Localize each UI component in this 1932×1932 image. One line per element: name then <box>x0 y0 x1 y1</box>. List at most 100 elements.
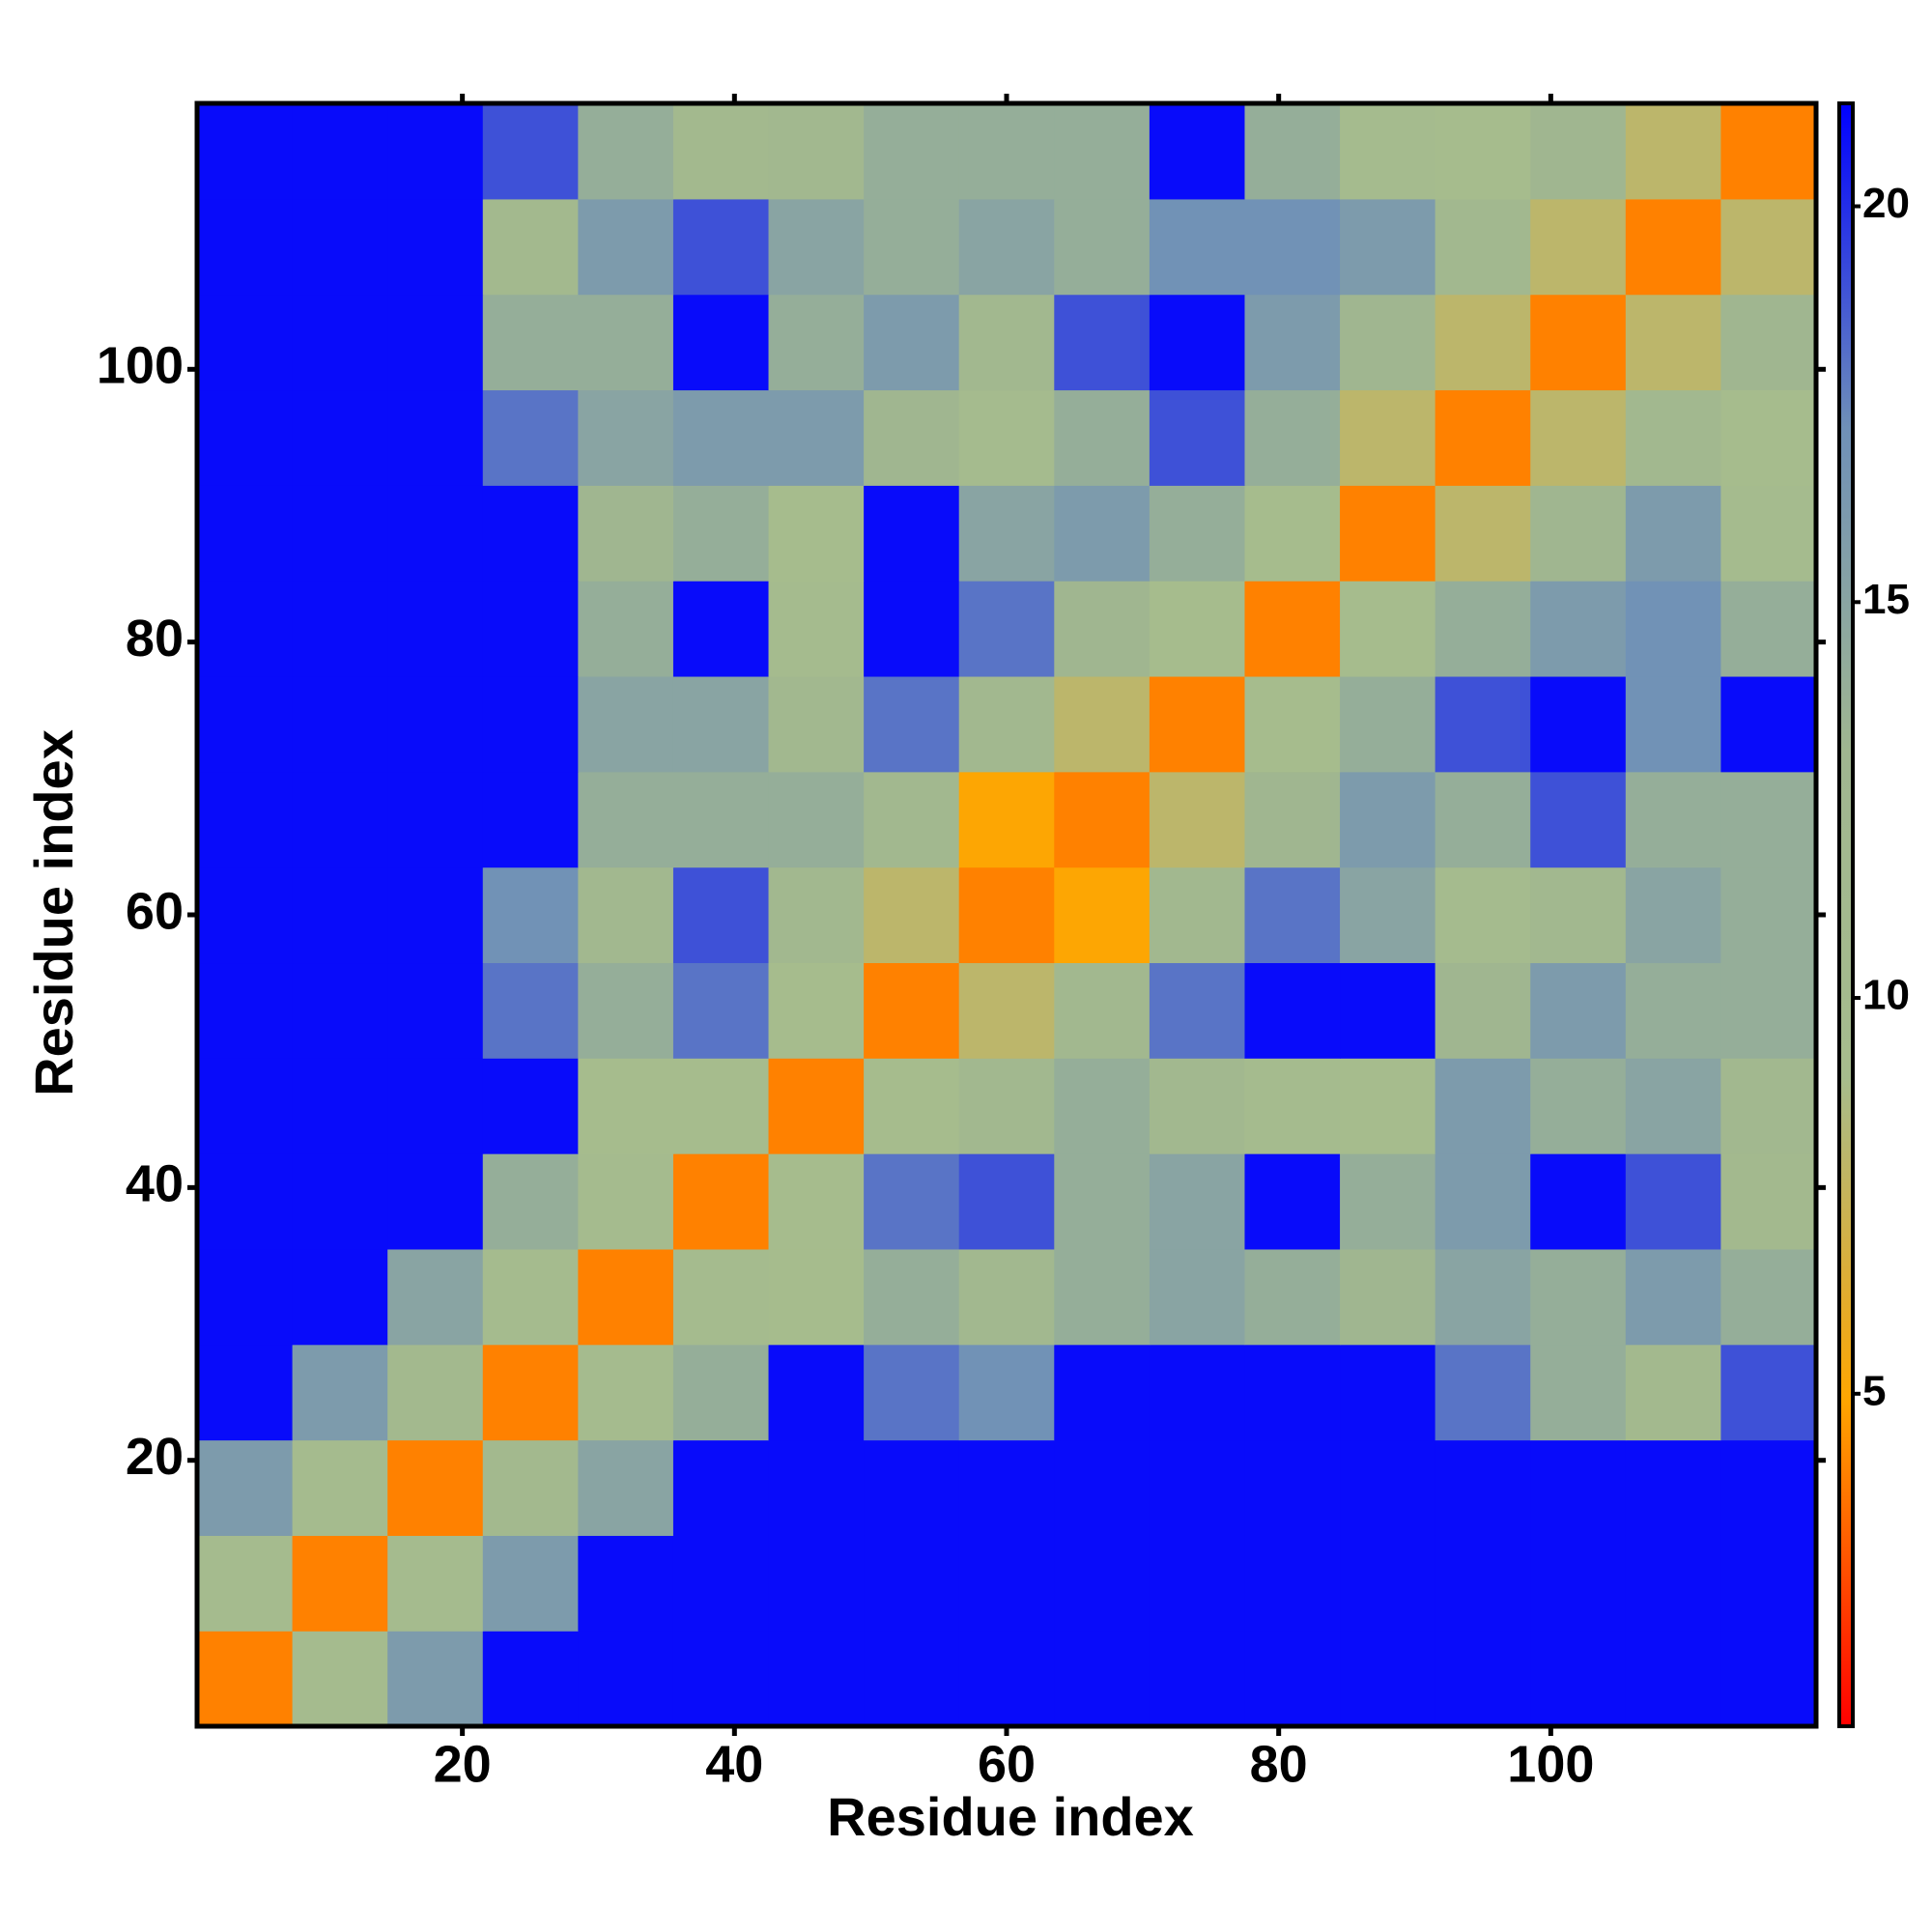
heatmap-cell <box>672 1631 770 1727</box>
heatmap-cell <box>1149 581 1246 677</box>
heatmap-cell <box>578 198 674 296</box>
heatmap-cell <box>197 771 294 868</box>
heatmap-cell <box>1720 962 1817 1059</box>
heatmap-cell <box>864 1439 960 1536</box>
heatmap-cell <box>1244 389 1341 486</box>
heatmap-cell <box>292 1631 388 1727</box>
heatmap-cell <box>1435 1248 1531 1346</box>
heatmap-cell <box>1720 294 1817 391</box>
heatmap-cell <box>1054 198 1151 296</box>
heatmap-cell <box>482 198 579 296</box>
heatmap-cell <box>768 294 865 391</box>
y-tick-label: 100 <box>97 337 184 395</box>
heatmap-cell <box>292 867 388 964</box>
heatmap-cell <box>1340 389 1436 486</box>
heatmap-cell <box>387 389 484 486</box>
heatmap-cell <box>1435 389 1531 486</box>
heatmap-cell <box>672 198 770 296</box>
heatmap-cell <box>1149 103 1246 200</box>
heatmap-cell <box>197 485 294 582</box>
heatmap-cell <box>1625 485 1722 582</box>
heatmap-cell <box>1720 771 1817 868</box>
heatmap-cell <box>197 1535 294 1632</box>
heatmap-cell <box>1720 581 1817 677</box>
heatmap-cell <box>1720 103 1817 200</box>
heatmap-cell <box>958 867 1055 964</box>
heatmap-cell <box>292 771 388 868</box>
heatmap-cell <box>387 771 484 868</box>
heatmap-cell <box>1530 675 1627 773</box>
heatmap-cell <box>387 581 484 677</box>
heatmap-cell <box>1054 1535 1151 1632</box>
heatmap-cell <box>864 198 960 296</box>
heatmap-cell <box>958 294 1055 391</box>
heatmap-cell <box>482 1535 579 1632</box>
heatmap-cell <box>1244 198 1341 296</box>
heatmap-cell <box>1244 1248 1341 1346</box>
heatmap-cell <box>768 962 865 1059</box>
heatmap-cell <box>1435 1153 1531 1250</box>
heatmap-cell <box>958 1535 1055 1632</box>
heatmap-cell <box>672 675 770 773</box>
x-axis-label: Residue index <box>827 1786 1194 1847</box>
heatmap-cell <box>578 771 674 868</box>
heatmap-cell <box>578 1153 674 1250</box>
heatmap-cell <box>1720 1153 1817 1250</box>
heatmap-cell <box>958 389 1055 486</box>
heatmap-cell <box>1435 1058 1531 1154</box>
colorbar-tick-label: 20 <box>1862 180 1910 227</box>
heatmap-cell <box>1149 962 1246 1059</box>
x-tick-label: 60 <box>978 1735 1036 1793</box>
heatmap-cell <box>958 485 1055 582</box>
heatmap-cell <box>197 294 294 391</box>
heatmap-cell <box>864 389 960 486</box>
heatmap-cell <box>197 581 294 677</box>
heatmap-cell <box>1530 389 1627 486</box>
heatmap-cell <box>768 1344 865 1441</box>
heatmap-cell <box>578 1344 674 1441</box>
heatmap-cell <box>1149 389 1246 486</box>
heatmap-cell <box>1149 1535 1246 1632</box>
heatmap-cell <box>1340 962 1436 1059</box>
heatmap-cell <box>1435 103 1531 200</box>
heatmap-cell <box>1149 1058 1246 1154</box>
heatmap-cell <box>292 103 388 200</box>
heatmap-cell <box>578 485 674 582</box>
heatmap-cell <box>292 1439 388 1536</box>
heatmap-cell <box>1530 103 1627 200</box>
heatmap-cell <box>578 675 674 773</box>
heatmap-cell <box>1149 1439 1246 1536</box>
heatmap-cell <box>768 389 865 486</box>
heatmap-cell <box>482 581 579 677</box>
heatmap-cell <box>1244 675 1341 773</box>
heatmap-cell <box>864 294 960 391</box>
heatmap-cell <box>1435 1535 1531 1632</box>
heatmap-cell <box>482 771 579 868</box>
heatmap-cell <box>1054 1344 1151 1441</box>
heatmap-cell <box>578 294 674 391</box>
heatmap-cell <box>1720 198 1817 296</box>
heatmap-cell <box>1054 1248 1151 1346</box>
heatmap-cell <box>197 1153 294 1250</box>
heatmap-cell <box>1340 1535 1436 1632</box>
heatmap-cell <box>1435 771 1531 868</box>
heatmap-cell <box>1340 485 1436 582</box>
heatmap-cell <box>1720 867 1817 964</box>
heatmap-cell <box>197 1058 294 1154</box>
heatmap-cell <box>1530 1248 1627 1346</box>
heatmap-cell <box>672 1344 770 1441</box>
heatmap-cell <box>768 867 865 964</box>
heatmap-cell <box>768 1248 865 1346</box>
heatmap-cell <box>1435 1439 1531 1536</box>
heatmap-cell <box>1149 485 1246 582</box>
heatmap-cell <box>292 1248 388 1346</box>
heatmap-cell <box>864 1631 960 1727</box>
heatmap-cell <box>387 198 484 296</box>
heatmap-cell <box>197 962 294 1059</box>
x-tick-label: 100 <box>1507 1735 1594 1793</box>
heatmap-cell <box>768 485 865 582</box>
heatmap-cell <box>768 1631 865 1727</box>
heatmap-cell <box>864 771 960 868</box>
heatmap-cell <box>958 198 1055 296</box>
heatmap-cell <box>197 1248 294 1346</box>
